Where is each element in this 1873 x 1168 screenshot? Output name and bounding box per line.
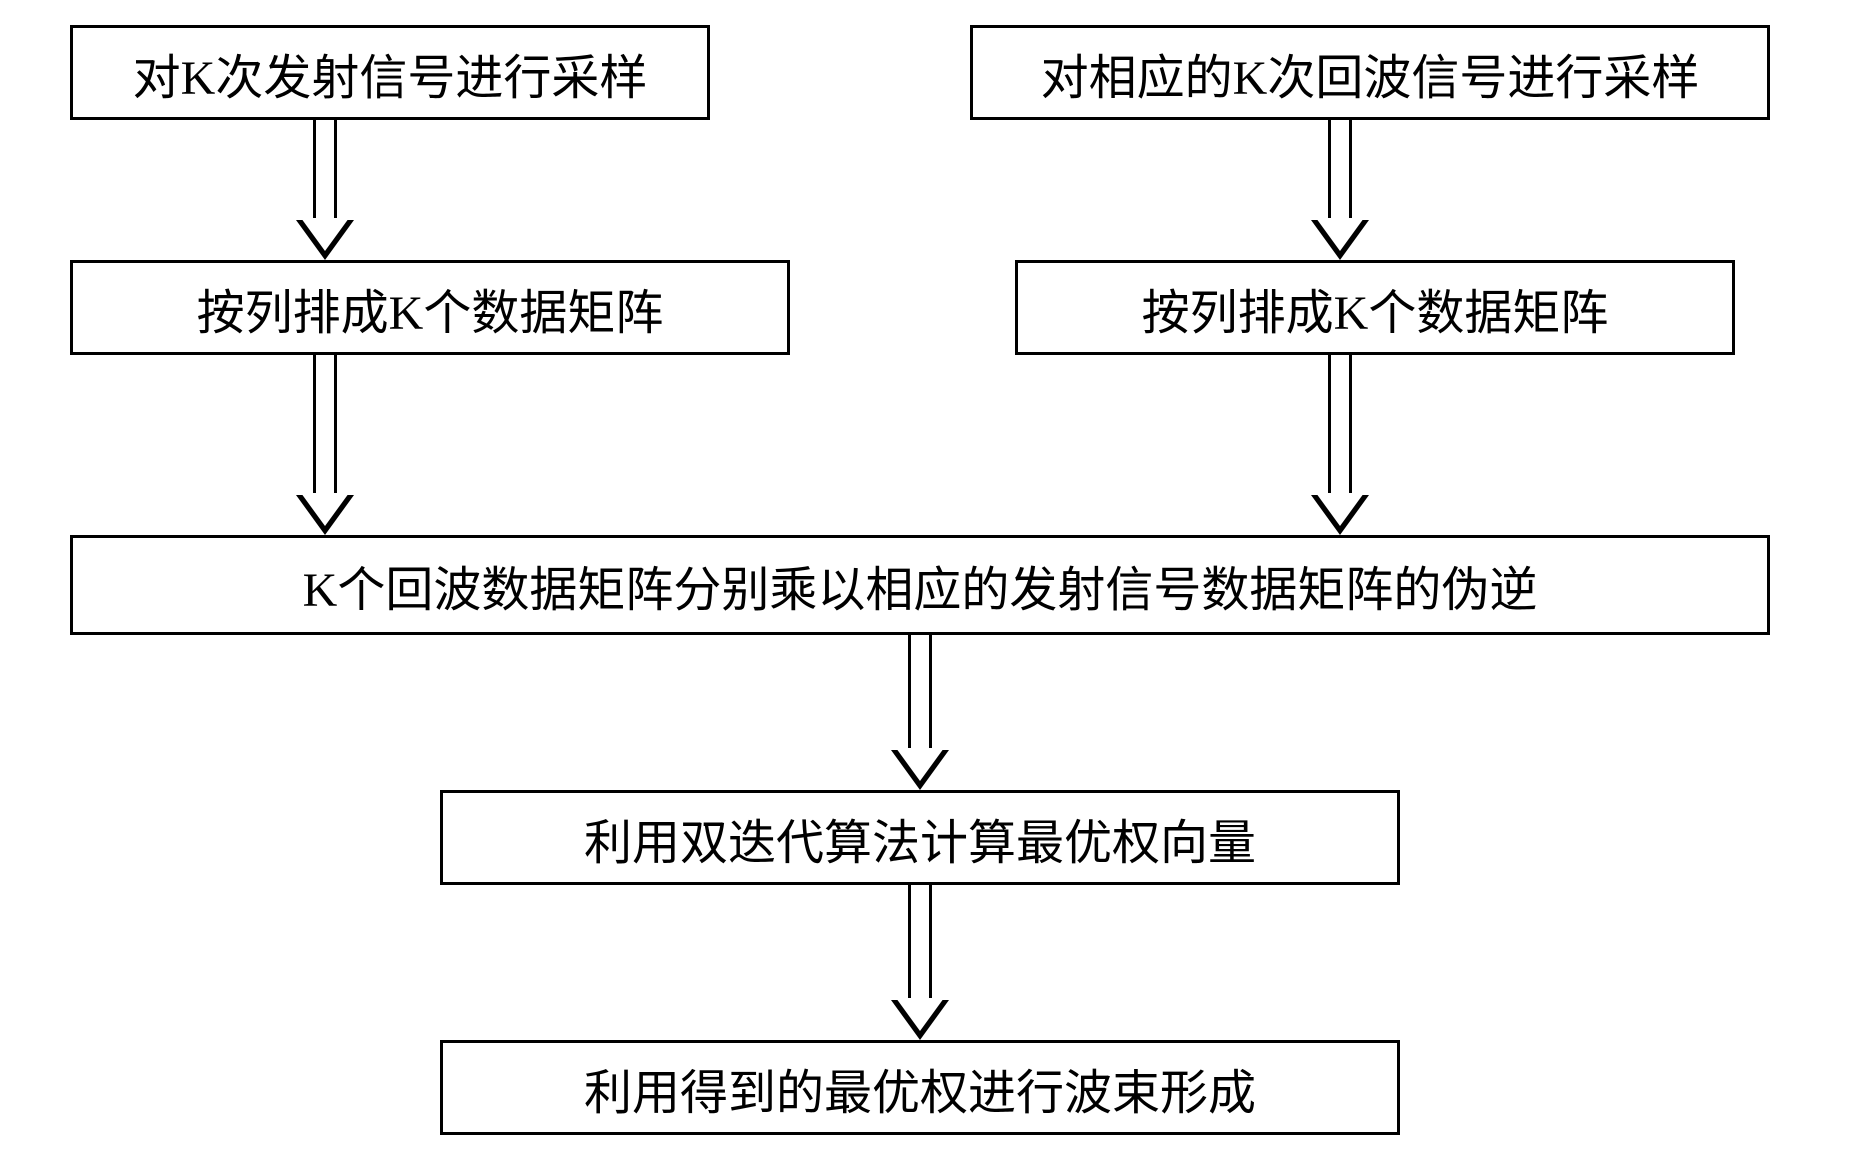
node-iterate-weights: 利用双迭代算法计算最优权向量 xyxy=(440,790,1400,885)
node-label: 对相应的K次回波信号进行采样 xyxy=(1041,38,1700,108)
node-label: 利用得到的最优权进行波束形成 xyxy=(584,1053,1256,1123)
node-label: 利用双迭代算法计算最优权向量 xyxy=(584,803,1256,873)
node-multiply-pseudoinverse: K个回波数据矩阵分别乘以相应的发射信号数据矩阵的伪逆 xyxy=(70,535,1770,635)
node-label: 按列排成K个数据矩阵 xyxy=(197,273,664,343)
node-matrix-left: 按列排成K个数据矩阵 xyxy=(70,260,790,355)
node-matrix-right: 按列排成K个数据矩阵 xyxy=(1015,260,1735,355)
node-label: K个回波数据矩阵分别乘以相应的发射信号数据矩阵的伪逆 xyxy=(303,550,1538,620)
flowchart-canvas: 对K次发射信号进行采样 对相应的K次回波信号进行采样 按列排成K个数据矩阵 按列… xyxy=(0,0,1873,1168)
node-sample-echo: 对相应的K次回波信号进行采样 xyxy=(970,25,1770,120)
node-label: 对K次发射信号进行采样 xyxy=(133,38,648,108)
node-sample-transmit: 对K次发射信号进行采样 xyxy=(70,25,710,120)
node-label: 按列排成K个数据矩阵 xyxy=(1142,273,1609,343)
node-beamform: 利用得到的最优权进行波束形成 xyxy=(440,1040,1400,1135)
